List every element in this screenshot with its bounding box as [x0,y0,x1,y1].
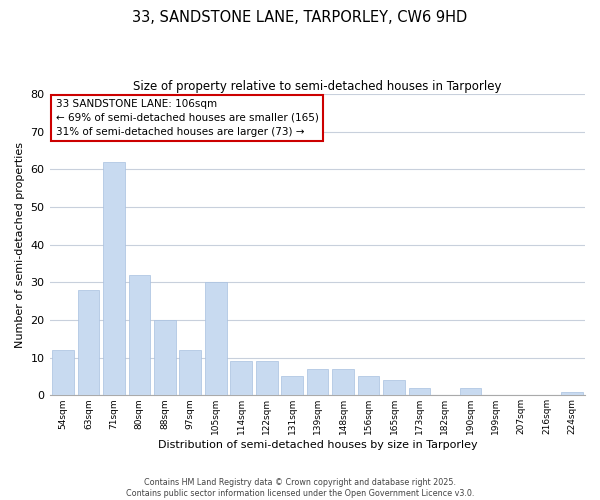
Bar [383,380,405,396]
Bar [205,282,227,396]
Text: 33, SANDSTONE LANE, TARPORLEY, CW6 9HD: 33, SANDSTONE LANE, TARPORLEY, CW6 9HD [133,10,467,25]
Bar [256,362,278,396]
Text: 33 SANDSTONE LANE: 106sqm
← 69% of semi-detached houses are smaller (165)
31% of: 33 SANDSTONE LANE: 106sqm ← 69% of semi-… [56,98,319,136]
Bar [128,275,150,396]
Bar [77,290,99,396]
Bar [562,392,583,396]
Bar [409,388,430,396]
Text: Contains HM Land Registry data © Crown copyright and database right 2025.
Contai: Contains HM Land Registry data © Crown c… [126,478,474,498]
Bar [307,369,328,396]
Bar [460,388,481,396]
Bar [154,320,176,396]
X-axis label: Distribution of semi-detached houses by size in Tarporley: Distribution of semi-detached houses by … [158,440,478,450]
Bar [179,350,201,396]
Bar [52,350,74,396]
Bar [358,376,379,396]
Y-axis label: Number of semi-detached properties: Number of semi-detached properties [15,142,25,348]
Title: Size of property relative to semi-detached houses in Tarporley: Size of property relative to semi-detach… [133,80,502,93]
Bar [230,362,252,396]
Bar [103,162,125,396]
Bar [332,369,354,396]
Bar [281,376,303,396]
